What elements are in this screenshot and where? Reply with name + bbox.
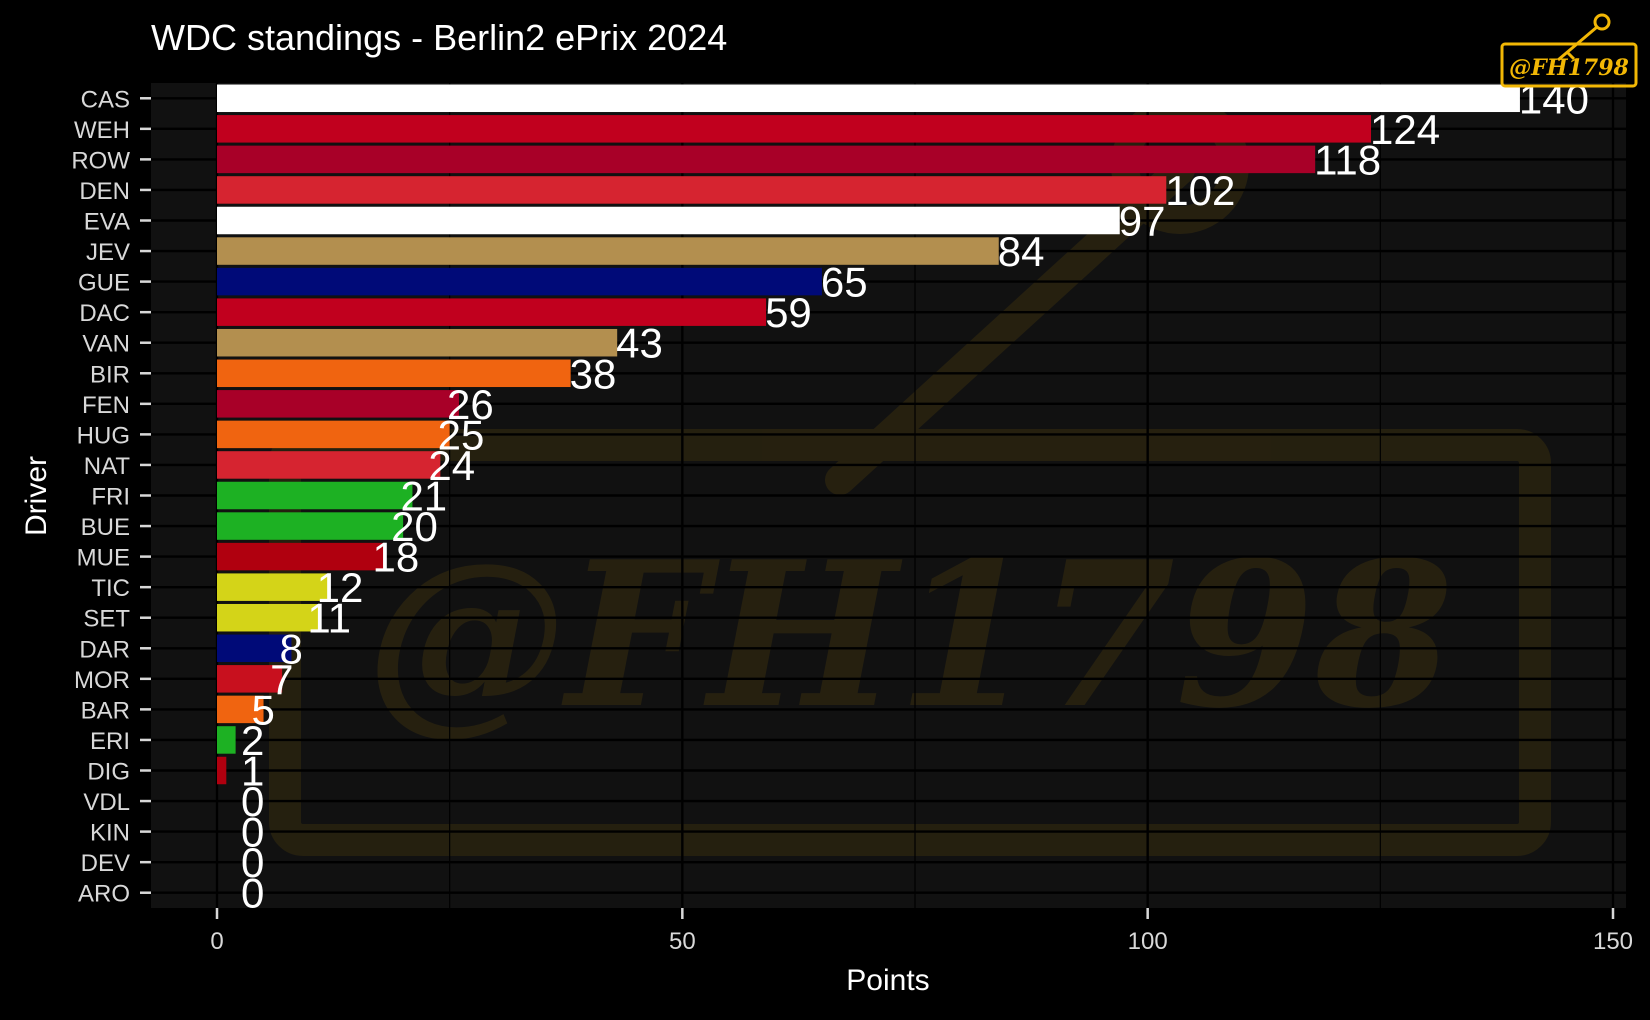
bar-value-label-eva: 97 <box>1119 198 1166 245</box>
y-tick-label-cas: CAS <box>81 86 130 113</box>
bar-bue <box>217 512 404 540</box>
bar-gue <box>217 267 822 296</box>
y-tick-label-dac: DAC <box>79 300 130 327</box>
logo: @FH1798 <box>1500 13 1638 88</box>
y-tick-label-mue: MUE <box>77 545 130 572</box>
y-tick-label-dig: DIG <box>87 759 130 786</box>
y-axis-title: Driver <box>20 456 53 536</box>
bar-value-label-eri: 2 <box>241 717 264 764</box>
bar-van <box>217 328 618 357</box>
bar-nat <box>217 451 441 479</box>
bar-value-label-den: 102 <box>1165 167 1235 214</box>
bar-value-label-fen: 26 <box>447 381 494 428</box>
y-tick-label-bar: BAR <box>81 697 130 724</box>
bar-dig <box>217 756 227 785</box>
key-icon <box>1557 13 1611 62</box>
y-tick-label-jev: JEV <box>86 239 130 266</box>
y-tick-label-vdl: VDL <box>83 789 130 816</box>
bar-value-label-bar: 5 <box>252 686 275 733</box>
x-axis: 0 50 100 150 <box>210 908 1633 955</box>
y-tick-label-hug: HUG <box>77 422 130 449</box>
bars-group <box>217 84 1520 785</box>
y-tick-label-nat: NAT <box>84 453 131 480</box>
bar-value-label-bue: 20 <box>391 503 438 550</box>
watermark-text-background: @FH1798 <box>366 518 1454 753</box>
bar-value-label-dev: 0 <box>241 839 264 886</box>
y-tick-label-dar: DAR <box>79 636 130 663</box>
bar-value-label-nat: 24 <box>428 442 475 489</box>
bar-set <box>217 603 320 632</box>
y-tick-label-eva: EVA <box>84 209 130 236</box>
y-tick-label-bue: BUE <box>81 514 130 541</box>
bar-value-label-hug: 25 <box>438 411 485 458</box>
x-tick-label-50: 50 <box>669 928 696 955</box>
y-tick-label-aro: ARO <box>78 881 130 908</box>
bar-value-label-row: 118 <box>1314 136 1381 183</box>
bar-hug <box>217 420 450 449</box>
bar-value-label-cas: 140 <box>1519 75 1589 122</box>
bar-den <box>217 176 1167 204</box>
bar-bir <box>217 359 571 388</box>
bar-value-label-fri: 21 <box>400 473 447 520</box>
bar-tic <box>217 573 329 601</box>
bar-bar <box>217 695 264 724</box>
bar-fri <box>217 481 413 510</box>
logo-box <box>1500 42 1638 88</box>
bar-value-label-dig: 1 <box>241 748 264 795</box>
y-tick-label-eri: ERI <box>90 728 130 755</box>
y-axis: CAS WEH ROW DEN EVA JEV GUE DAC VAN BIR FEN HUG NAT F… <box>71 86 151 908</box>
bar-value-label-aro: 0 <box>241 870 264 917</box>
bar-value-label-tic: 12 <box>317 564 364 611</box>
bar-eva <box>217 206 1120 235</box>
y-tick-label-row: ROW <box>71 147 130 174</box>
bar-fen <box>217 390 459 418</box>
bar-value-label-bir: 38 <box>570 350 617 397</box>
x-tick-label-100: 100 <box>1128 928 1168 955</box>
bar-eri <box>217 726 236 754</box>
bar-value-label-mor: 7 <box>270 656 293 703</box>
bar-value-label-dac: 59 <box>765 289 812 336</box>
bar-dac <box>217 298 767 326</box>
y-tick-label-fen: FEN <box>82 392 130 419</box>
bar-weh <box>217 115 1372 143</box>
y-tick-label-set: SET <box>83 606 130 633</box>
bar-mor <box>217 665 283 693</box>
y-tick-label-gue: GUE <box>78 270 130 297</box>
bar-value-label-van: 43 <box>616 320 663 367</box>
bar-value-label-dar: 8 <box>279 625 302 672</box>
bar-value-label-jev: 84 <box>998 228 1045 275</box>
y-tick-label-tic: TIC <box>91 575 130 602</box>
y-tick-label-dev: DEV <box>81 850 130 877</box>
y-tick-label-van: VAN <box>82 331 130 358</box>
bar-value-label-kin: 0 <box>241 809 264 856</box>
bar-mue <box>217 542 385 571</box>
chart-title: WDC standings - Berlin2 ePrix 2024 <box>151 17 727 58</box>
logo-text: @FH1798 <box>1509 55 1629 81</box>
x-axis-title: Points <box>846 964 929 997</box>
bar-value-label-gue: 65 <box>821 259 868 306</box>
y-tick-label-mor: MOR <box>74 667 130 694</box>
bar-value-label-mue: 18 <box>373 534 420 581</box>
x-tick-label-0: 0 <box>210 928 223 955</box>
y-tick-label-weh: WEH <box>74 117 130 144</box>
y-tick-label-den: DEN <box>79 178 130 205</box>
y-tick-label-bir: BIR <box>90 361 130 388</box>
bar-value-label-set: 11 <box>307 595 351 642</box>
bar-value-label-vdl: 0 <box>241 778 264 825</box>
bar-dar <box>217 634 292 663</box>
x-tick-label-150: 150 <box>1593 928 1633 955</box>
bar-labels: 1401241181029784655943382625242120181211… <box>241 75 1589 916</box>
y-tick-label-fri: FRI <box>91 484 130 511</box>
y-tick-label-kin: KIN <box>90 820 130 847</box>
bar-jev <box>217 237 999 265</box>
bar-value-label-weh: 124 <box>1370 106 1440 153</box>
bar-cas <box>217 84 1520 113</box>
bar-row <box>217 145 1316 174</box>
